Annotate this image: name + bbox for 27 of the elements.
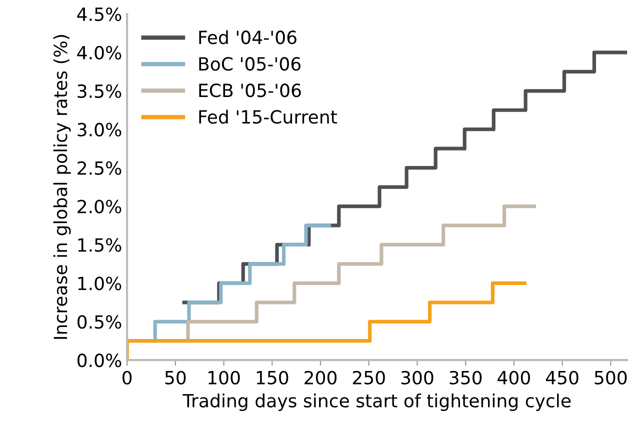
- legend-label: Fed '15-Current: [199, 110, 338, 124]
- y-tick-label: 2.0%: [78, 200, 122, 214]
- legend-label: BoC '05-'06: [199, 57, 301, 71]
- x-tick-label: 150: [256, 370, 288, 384]
- x-tick-label: 0: [122, 370, 132, 384]
- legend-label: ECB '05-'06: [199, 84, 301, 98]
- x-tick-label: 50: [165, 370, 186, 384]
- x-tick-label: 350: [450, 370, 482, 384]
- x-tick-label: 400: [498, 370, 530, 384]
- y-tick-label: 0.5%: [78, 315, 122, 329]
- y-tick-label: 4.5%: [77, 7, 122, 22]
- x-tick-label: 100: [208, 370, 240, 384]
- x-axis-title: Trading days since start of tightening cycle: [182, 394, 571, 412]
- y-tick-label: 0.0%: [78, 354, 122, 368]
- x-tick-label: 250: [352, 370, 385, 384]
- x-tick-label: 200: [304, 370, 337, 384]
- x-tick-label: 500: [594, 370, 627, 384]
- x-tick-label: 300: [401, 370, 434, 384]
- y-tick-label: 1.5%: [78, 238, 122, 252]
- y-tick-label: 2.5%: [78, 161, 122, 175]
- y-tick-label: 3.0%: [78, 122, 122, 136]
- y-tick-label: 1.0%: [78, 276, 122, 290]
- y-tick-label: 4.0%: [77, 46, 122, 60]
- y-tick-label: 3.5%: [78, 84, 122, 98]
- legend-label: Fed '04-'06: [199, 30, 296, 44]
- y-axis-title: Increase in global policy rates (%): [53, 35, 71, 339]
- x-tick-label: 450: [546, 370, 578, 384]
